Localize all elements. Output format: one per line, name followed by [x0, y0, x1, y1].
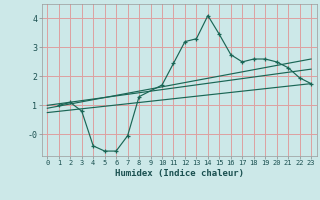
X-axis label: Humidex (Indice chaleur): Humidex (Indice chaleur) — [115, 169, 244, 178]
